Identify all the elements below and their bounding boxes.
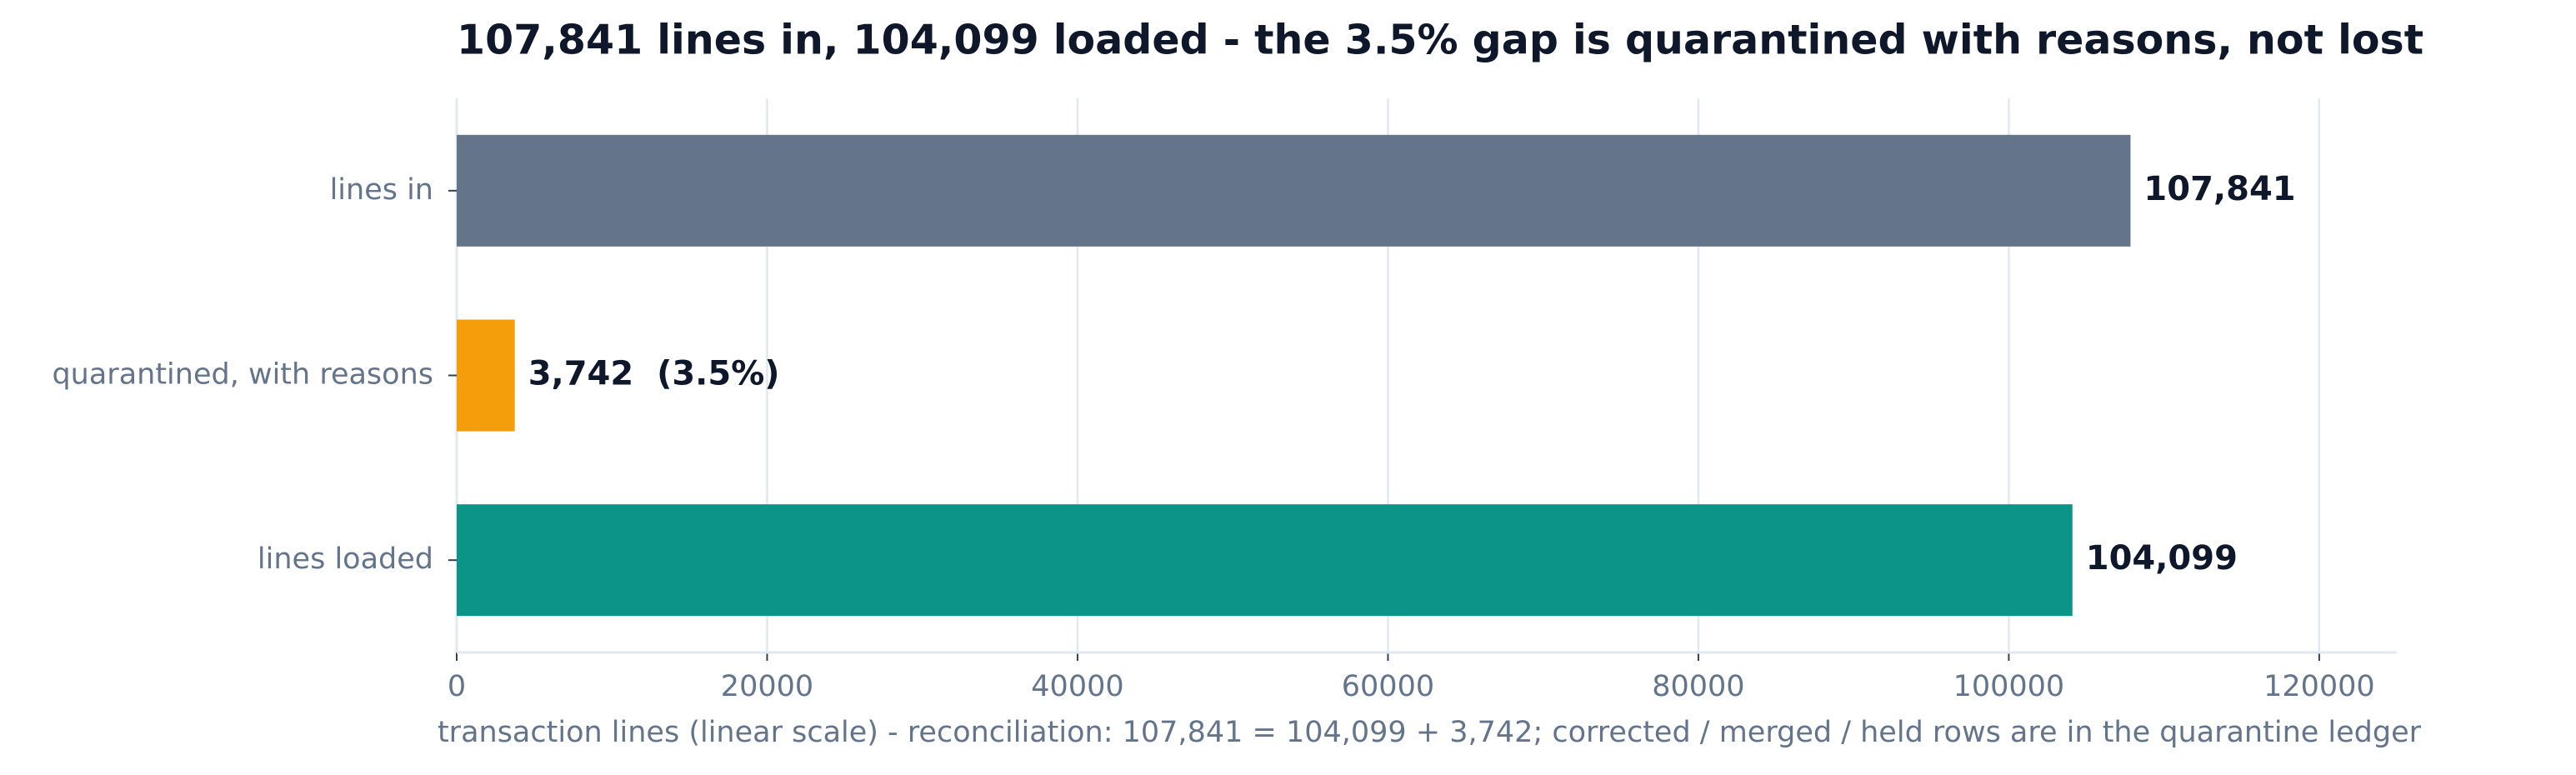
value-label: 104,099 [2086, 539, 2238, 578]
x-axis-label: transaction lines (linear scale) - recon… [438, 716, 2422, 749]
x-tick-label: 80000 [1652, 670, 1744, 703]
value-label: 3,742 (3.5%) [528, 355, 780, 393]
y-tick-label: lines in [330, 173, 433, 207]
bar [457, 134, 2131, 247]
bar [457, 504, 2073, 617]
y-tick-label: quarantined, with reasons [52, 358, 433, 392]
bar [457, 319, 515, 432]
x-tick-label: 20000 [721, 670, 813, 703]
x-tick-label: 0 [448, 670, 466, 703]
x-tick-label: 120000 [2263, 670, 2375, 703]
x-tick-label: 40000 [1031, 670, 1123, 703]
value-label: 107,841 [2143, 170, 2295, 208]
x-tick-label: 60000 [1342, 670, 1434, 703]
chart-title: 107,841 lines in, 104,099 loaded - the 3… [457, 17, 2423, 64]
y-tick-label: lines loaded [258, 542, 433, 576]
x-tick-label: 100000 [1953, 670, 2065, 703]
